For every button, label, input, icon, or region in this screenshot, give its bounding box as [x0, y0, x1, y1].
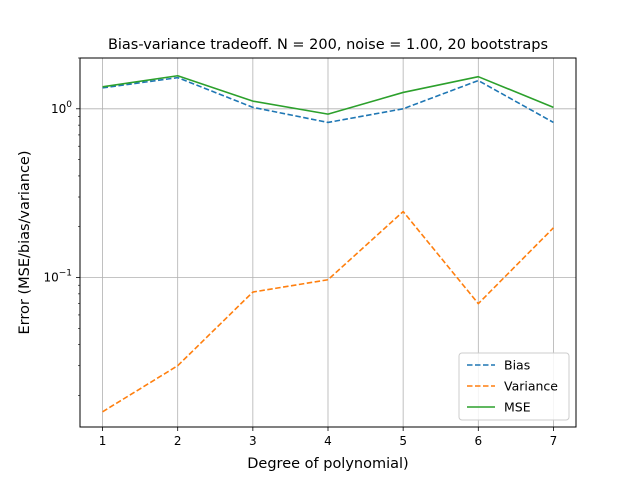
x-tick-label: 6: [474, 434, 482, 448]
y-axis-label: Error (MSE/bias/variance): [17, 150, 33, 334]
legend-label-mse: MSE: [504, 400, 531, 415]
chart-title: Bias-variance tradeoff. N = 200, noise =…: [108, 37, 548, 53]
x-tick-label: 7: [550, 434, 558, 448]
series-line-mse: [102, 74, 554, 115]
x-tick-label: 2: [174, 434, 182, 448]
legend-label-bias: Bias: [504, 358, 530, 373]
legend-label-variance: Variance: [504, 379, 558, 394]
x-axis-label: Degree of polynomial): [247, 456, 408, 472]
series-line-bias: [102, 76, 554, 124]
legend-box: [458, 352, 570, 421]
x-tick-label: 3: [249, 434, 257, 448]
x-tick-label: 5: [399, 434, 407, 448]
series-lines: [102, 74, 555, 413]
x-tick-label: 4: [324, 434, 332, 448]
x-tick-label: 1: [99, 434, 107, 448]
series-line-variance: [102, 210, 555, 413]
legend: Bias Variance MSE: [458, 352, 570, 421]
